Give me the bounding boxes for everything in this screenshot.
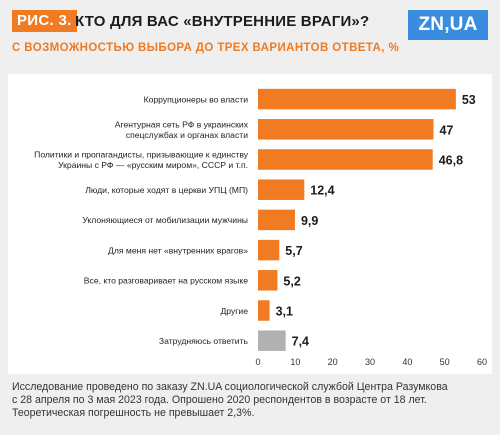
category-label: Затрудняюсь ответить xyxy=(159,336,249,346)
bar xyxy=(258,179,305,200)
category-label: Люди, которые ходят в церкви УПЦ (МП) xyxy=(85,185,248,195)
bar xyxy=(258,239,280,261)
value-label: 46,8 xyxy=(439,154,463,168)
bar xyxy=(258,300,270,321)
value-label: 5,7 xyxy=(285,244,302,258)
chart-subtitle: С ВОЗМОЖНОСТЬЮ ВЫБОРА ДО ТРЕХ ВАРИАНТОВ … xyxy=(12,42,400,54)
category-label: Другие xyxy=(220,306,248,316)
figure-label: РИС. 3. xyxy=(12,10,77,32)
bar xyxy=(258,119,434,140)
value-label: 9,9 xyxy=(301,214,318,228)
bar xyxy=(258,149,433,170)
value-label: 5,2 xyxy=(283,274,300,288)
value-label: 53 xyxy=(462,93,476,107)
x-tick-label: 40 xyxy=(402,357,412,367)
value-label: 3,1 xyxy=(276,305,293,319)
brand-logo: ZN,UA xyxy=(408,10,488,40)
bar xyxy=(258,270,278,291)
chart-panel: Коррупционеры во власти 53 Агентурная сеть… xyxy=(8,74,492,374)
category-label: Коррупционеры во власти xyxy=(144,94,249,104)
chart-title: КТО ДЛЯ ВАС «ВНУТРЕННИЕ ВРАГИ»? xyxy=(75,13,370,30)
value-label: 7,4 xyxy=(292,335,309,349)
x-tick-label: 0 xyxy=(255,357,260,367)
footnote: Исследование проведено по заказу ZN.UA с… xyxy=(12,381,492,420)
category-label: Политики и пропагандисты, призывающие к … xyxy=(34,150,249,160)
category-label: Украины с РФ — «русским миром», СССР и т… xyxy=(58,160,248,170)
bar xyxy=(258,209,295,231)
footnote-line: Исследование проведено по заказу ZN.UA с… xyxy=(12,381,448,393)
category-label: спецслужбах и органах власти xyxy=(126,130,248,140)
footnote-line: Теоретическая погрешность не превышает 2… xyxy=(12,407,255,419)
category-label: Для меня нет «внутренних врагов» xyxy=(108,245,248,255)
value-label: 12,4 xyxy=(310,184,334,198)
category-label: Уклоняющиеся от мобилизации мужчины xyxy=(82,215,248,225)
bar-chart: Коррупционеры во власти 53 Агентурная сеть… xyxy=(34,88,487,367)
bar xyxy=(258,330,286,351)
x-tick-label: 20 xyxy=(328,357,338,367)
footnote-line: с 28 апреля по 3 мая 2023 года. Опрошено… xyxy=(12,394,427,406)
category-label: Агентурная сеть РФ в украинских xyxy=(115,119,249,129)
x-tick-label: 30 xyxy=(365,357,375,367)
x-tick-label: 10 xyxy=(290,357,300,367)
bar xyxy=(258,88,456,110)
x-tick-label: 50 xyxy=(440,357,450,367)
value-label: 47 xyxy=(439,123,453,137)
x-tick-label: 60 xyxy=(477,357,487,367)
category-label: Все, кто разговаривает на русском языке xyxy=(84,276,248,286)
chart-header: РИС. 3. КТО ДЛЯ ВАС «ВНУТРЕННИЕ ВРАГИ»? … xyxy=(12,10,488,58)
